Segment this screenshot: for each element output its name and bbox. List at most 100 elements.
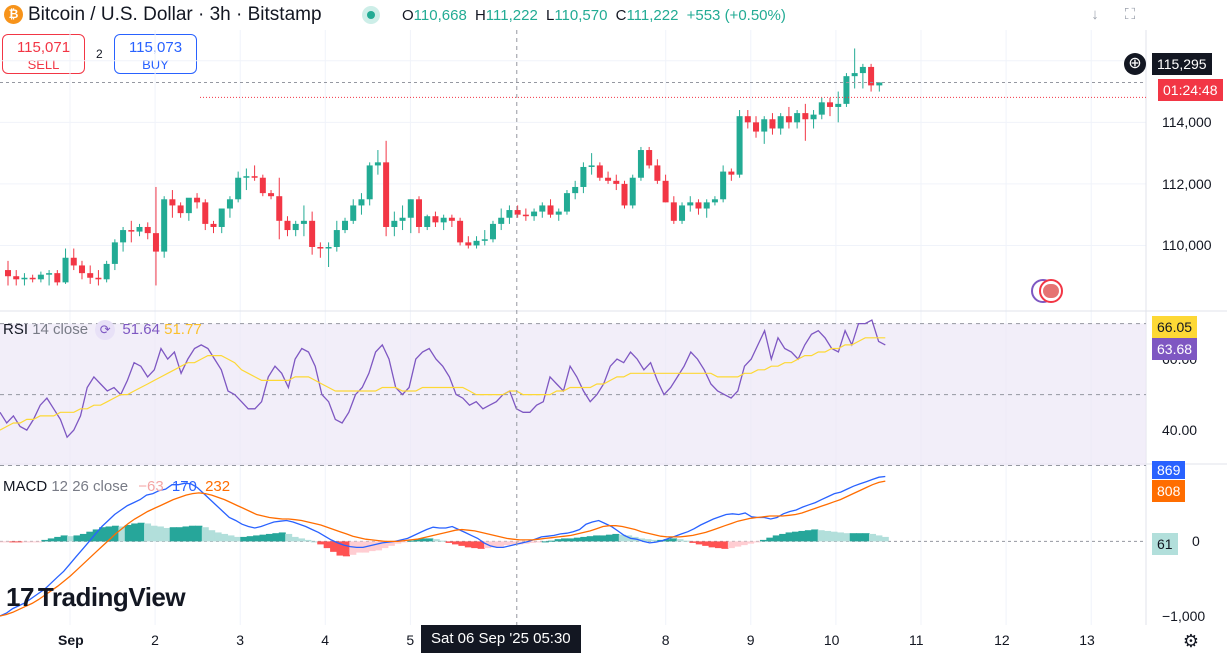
macd-histogram-bar[interactable] bbox=[400, 541, 408, 543]
candle-body[interactable] bbox=[695, 202, 702, 209]
macd-histogram-bar[interactable] bbox=[824, 530, 832, 542]
macd-histogram-bar[interactable] bbox=[798, 530, 806, 542]
candle-body[interactable] bbox=[194, 197, 201, 203]
candle-body[interactable] bbox=[506, 210, 513, 218]
macd-histogram-bar[interactable] bbox=[240, 536, 248, 542]
macd-histogram-bar[interactable] bbox=[233, 536, 241, 542]
macd-histogram-bar[interactable] bbox=[702, 541, 710, 546]
macd-histogram-bar[interactable] bbox=[849, 533, 857, 542]
candle-body[interactable] bbox=[596, 165, 603, 178]
candle-body[interactable] bbox=[358, 199, 365, 206]
candle-body[interactable] bbox=[498, 217, 505, 224]
candle-body[interactable] bbox=[62, 257, 69, 283]
macd-histogram-bar[interactable] bbox=[638, 538, 646, 542]
macd-histogram-bar[interactable] bbox=[548, 540, 556, 542]
macd-histogram-bar[interactable] bbox=[708, 541, 716, 548]
candle-body[interactable] bbox=[868, 66, 875, 86]
macd-histogram-bar[interactable] bbox=[573, 537, 581, 542]
bitcoin-icon[interactable]: ₿ bbox=[4, 5, 23, 24]
macd-histogram-bar[interactable] bbox=[317, 541, 325, 545]
macd-histogram-bar[interactable] bbox=[285, 533, 293, 542]
macd-histogram-bar[interactable] bbox=[682, 540, 690, 542]
candle-body[interactable] bbox=[259, 177, 266, 194]
macd-histogram-bar[interactable] bbox=[163, 527, 171, 542]
macd-histogram-bar[interactable] bbox=[387, 541, 395, 546]
candle-body[interactable] bbox=[46, 273, 53, 275]
candle-body[interactable] bbox=[613, 180, 620, 184]
macd-histogram-bar[interactable] bbox=[727, 541, 735, 549]
macd-histogram-bar[interactable] bbox=[176, 527, 184, 542]
macd-histogram-bar[interactable] bbox=[169, 527, 177, 542]
candle-body[interactable] bbox=[202, 202, 209, 224]
candle-body[interactable] bbox=[70, 257, 77, 266]
macd-histogram-bar[interactable] bbox=[670, 538, 678, 542]
macd-histogram-bar[interactable] bbox=[535, 541, 543, 543]
macd-histogram-bar[interactable] bbox=[503, 541, 511, 546]
candle-body[interactable] bbox=[218, 208, 225, 227]
candle-body[interactable] bbox=[120, 230, 127, 243]
macd-histogram-bar[interactable] bbox=[28, 541, 36, 543]
macd-histogram-bar[interactable] bbox=[221, 533, 229, 542]
candle-body[interactable] bbox=[5, 270, 11, 277]
candle-body[interactable] bbox=[374, 162, 381, 166]
candle-body[interactable] bbox=[670, 202, 677, 221]
candle-body[interactable] bbox=[325, 246, 332, 249]
candle-body[interactable] bbox=[761, 119, 768, 132]
macd-histogram-bar[interactable] bbox=[785, 532, 793, 542]
candle-body[interactable] bbox=[481, 239, 488, 241]
macd-histogram-bar[interactable] bbox=[124, 524, 132, 542]
candle-body[interactable] bbox=[572, 186, 579, 194]
candle-body[interactable] bbox=[54, 273, 61, 283]
candle-body[interactable] bbox=[720, 171, 727, 200]
macd-histogram-bar[interactable] bbox=[54, 536, 62, 542]
macd-histogram-bar[interactable] bbox=[779, 533, 787, 542]
macd-histogram-bar[interactable] bbox=[214, 532, 222, 542]
candle-body[interactable] bbox=[21, 277, 28, 280]
macd-histogram-bar[interactable] bbox=[298, 538, 306, 542]
macd-histogram-bar[interactable] bbox=[432, 539, 440, 542]
candle-body[interactable] bbox=[605, 177, 612, 181]
macd-histogram-bar[interactable] bbox=[509, 541, 517, 545]
candle-body[interactable] bbox=[794, 113, 801, 123]
candle-body[interactable] bbox=[300, 220, 307, 224]
macd-histogram-bar[interactable] bbox=[349, 541, 357, 555]
candle-body[interactable] bbox=[679, 205, 686, 221]
candle-body[interactable] bbox=[473, 240, 480, 246]
candle-body[interactable] bbox=[284, 220, 291, 231]
candle-body[interactable] bbox=[662, 180, 669, 203]
macd-histogram-bar[interactable] bbox=[561, 538, 569, 542]
macd-histogram-bar[interactable] bbox=[407, 540, 415, 542]
candle-body[interactable] bbox=[687, 202, 694, 206]
candle-body[interactable] bbox=[407, 199, 414, 218]
candle-body[interactable] bbox=[95, 277, 102, 280]
macd-histogram-bar[interactable] bbox=[137, 522, 145, 542]
candle-body[interactable] bbox=[292, 223, 299, 231]
candle-body[interactable] bbox=[703, 202, 710, 209]
macd-histogram-bar[interactable] bbox=[695, 541, 703, 545]
macd-histogram-bar[interactable] bbox=[41, 539, 49, 542]
macd-histogram-bar[interactable] bbox=[79, 533, 87, 542]
candle-body[interactable] bbox=[785, 116, 792, 123]
candle-body[interactable] bbox=[489, 223, 496, 240]
candle-body[interactable] bbox=[457, 220, 464, 243]
macd-histogram-bar[interactable] bbox=[86, 531, 94, 542]
macd-histogram-bar[interactable] bbox=[156, 526, 164, 542]
candle-body[interactable] bbox=[753, 122, 760, 132]
macd-histogram-bar[interactable] bbox=[715, 541, 723, 549]
macd-histogram-bar[interactable] bbox=[554, 539, 562, 542]
macd-histogram-bar[interactable] bbox=[836, 532, 844, 542]
macd-histogram-bar[interactable] bbox=[759, 539, 767, 542]
candle-body[interactable] bbox=[276, 196, 283, 221]
macd-histogram-bar[interactable] bbox=[747, 541, 755, 544]
gear-icon[interactable]: ⚙ bbox=[1182, 631, 1200, 651]
macd-histogram-bar[interactable] bbox=[150, 525, 158, 542]
macd-histogram-bar[interactable] bbox=[34, 541, 42, 543]
candle-body[interactable] bbox=[350, 205, 357, 221]
macd-histogram-bar[interactable] bbox=[22, 541, 30, 543]
candle-body[interactable] bbox=[342, 220, 349, 231]
candle-body[interactable] bbox=[416, 199, 422, 227]
candle-body[interactable] bbox=[78, 265, 85, 274]
macd-histogram-bar[interactable] bbox=[227, 535, 235, 542]
candle-body[interactable] bbox=[136, 226, 143, 232]
